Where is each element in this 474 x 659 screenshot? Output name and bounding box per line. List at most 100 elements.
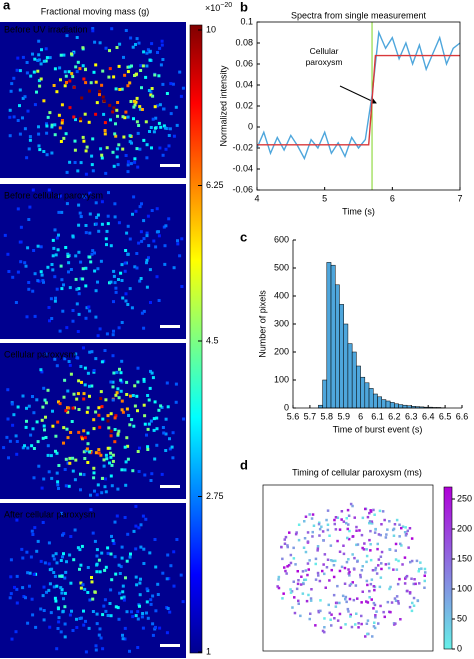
- map-pixel: [377, 564, 380, 567]
- pixel: [95, 101, 99, 105]
- pixel: [120, 408, 124, 412]
- colorbar-exponent: ×10−20: [205, 2, 232, 14]
- map-pixel: [291, 606, 294, 609]
- image-tile: [0, 22, 186, 178]
- pixel: [122, 135, 126, 139]
- pixel: [99, 397, 103, 400]
- map-pixel: [394, 622, 397, 625]
- pixel: [161, 426, 165, 429]
- map-pixel: [328, 534, 331, 537]
- pixel: [54, 449, 57, 453]
- pixel: [47, 470, 51, 474]
- map-pixel: [380, 567, 383, 571]
- map-pixel: [311, 530, 314, 534]
- pixel: [101, 613, 105, 617]
- y-tick-label: 300: [274, 318, 289, 328]
- pixel: [6, 388, 10, 392]
- x-axis-label: Time of burst event (s): [333, 424, 423, 434]
- map-pixel: [412, 582, 415, 586]
- pixel: [170, 445, 174, 449]
- pixel: [55, 236, 59, 240]
- pixel: [124, 299, 128, 303]
- map-pixel: [330, 568, 333, 572]
- pixel: [106, 446, 110, 450]
- map-pixel: [325, 566, 329, 569]
- pixel: [57, 487, 60, 490]
- map-pixel: [370, 520, 374, 523]
- map-pixel: [316, 547, 320, 550]
- pixel: [96, 267, 100, 271]
- pixel: [145, 261, 148, 265]
- map-pixel: [399, 618, 402, 621]
- pixel: [31, 613, 35, 617]
- pixel: [119, 371, 123, 375]
- pixel: [75, 287, 79, 291]
- pixel: [31, 427, 35, 431]
- pixel: [57, 400, 60, 404]
- map-pixel: [399, 542, 402, 546]
- pixel: [26, 621, 30, 625]
- pixel: [98, 627, 102, 631]
- pixel: [79, 472, 82, 476]
- pixel: [104, 565, 108, 569]
- pixel: [130, 610, 133, 614]
- pixel: [139, 64, 143, 68]
- pixel: [8, 596, 12, 600]
- map-pixel: [334, 516, 338, 519]
- pixel: [82, 77, 86, 81]
- pixel: [145, 611, 148, 615]
- pixel: [26, 446, 30, 450]
- y-tick-label: -0.04: [232, 163, 253, 173]
- pixel: [164, 147, 168, 151]
- pixel: [132, 105, 136, 109]
- pixel: [56, 248, 60, 252]
- pixel: [110, 27, 114, 31]
- pixel: [25, 71, 29, 75]
- pixel: [72, 558, 76, 562]
- pixel: [67, 360, 71, 363]
- pixel: [105, 332, 109, 336]
- bar: [381, 399, 387, 409]
- pixel: [151, 622, 155, 626]
- pixel: [54, 552, 58, 556]
- map-pixel: [397, 559, 400, 563]
- pixel: [41, 436, 45, 440]
- map-pixel: [410, 577, 413, 580]
- map-pixel: [373, 513, 376, 516]
- pixel: [62, 283, 65, 287]
- pixel: [123, 637, 127, 641]
- pixel: [135, 37, 139, 41]
- pixel: [158, 626, 162, 630]
- pixel: [125, 610, 129, 614]
- map-pixel: [392, 534, 396, 537]
- pixel: [92, 370, 96, 374]
- pixel: [133, 265, 137, 269]
- pixel: [55, 287, 59, 291]
- map-pixel: [360, 622, 363, 626]
- pixel: [93, 269, 97, 273]
- map-pixel: [377, 622, 380, 625]
- map-pixel: [386, 528, 389, 531]
- pixel: [7, 456, 10, 460]
- pixel: [44, 352, 48, 356]
- pixel: [71, 309, 75, 312]
- map-pixel: [361, 590, 364, 593]
- pixel: [167, 134, 171, 137]
- pixel: [159, 63, 163, 67]
- map-pixel: [379, 576, 383, 579]
- pixel: [81, 277, 85, 281]
- pixel: [131, 615, 135, 619]
- pixel: [45, 122, 48, 126]
- map-pixel: [328, 579, 331, 582]
- pixel: [85, 306, 89, 310]
- pixel: [48, 625, 52, 629]
- map-pixel: [318, 579, 322, 583]
- pixel: [7, 270, 11, 273]
- pixel: [101, 95, 105, 99]
- pixel: [94, 648, 98, 652]
- pixel: [142, 219, 146, 223]
- pixel: [28, 138, 32, 142]
- pixel: [14, 434, 18, 438]
- map-pixel: [331, 559, 334, 563]
